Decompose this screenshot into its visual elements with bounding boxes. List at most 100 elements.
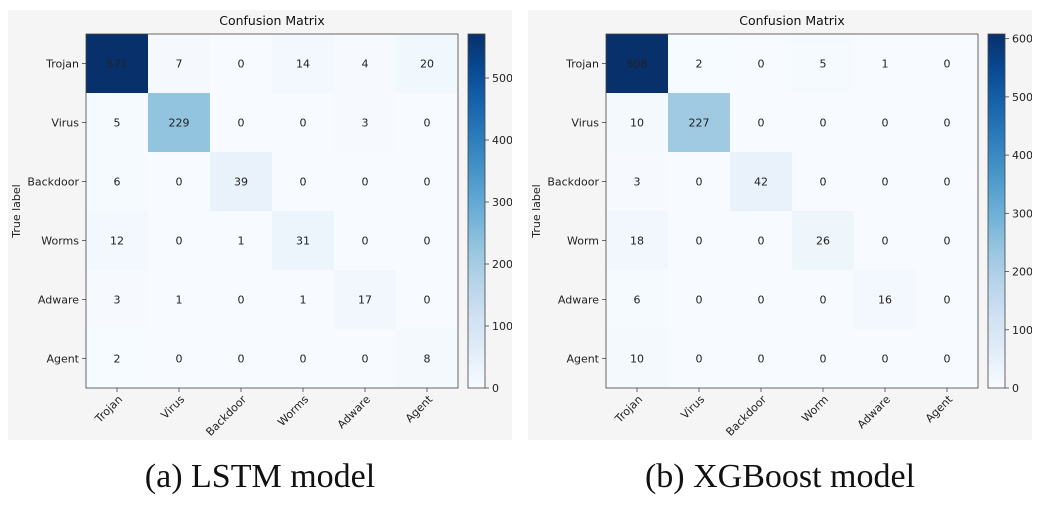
heatmap-cell xyxy=(334,93,397,153)
row-label-trojan: Trojan xyxy=(45,58,79,71)
cell-value-label: 0 xyxy=(944,353,951,366)
heatmap-cell xyxy=(396,93,459,153)
cell-value-label: 0 xyxy=(882,117,889,130)
row-label-backdoor: Backdoor xyxy=(27,176,79,189)
heatmap-cell xyxy=(730,34,793,94)
heatmap-cell xyxy=(210,152,273,212)
row-label-backdoor: Backdoor xyxy=(547,176,599,189)
cell-value-label: 0 xyxy=(300,176,307,189)
cell-value-label: 3 xyxy=(634,176,641,189)
cell-value-label: 4 xyxy=(362,58,369,71)
cell-value-label: 31 xyxy=(296,235,310,248)
cell-value-label: 16 xyxy=(878,294,892,307)
matrix-frame xyxy=(85,33,459,389)
row-label-agent: Agent xyxy=(566,353,599,366)
heatmap-cell xyxy=(606,152,669,212)
colorbar-tick-label: 500 xyxy=(492,72,512,85)
row-label-agent: Agent xyxy=(46,353,79,366)
cell-value-label: 0 xyxy=(882,353,889,366)
y-axis-label: True label xyxy=(10,184,23,238)
heatmap-cell xyxy=(210,211,273,271)
heatmap-cell xyxy=(606,93,669,153)
heatmap-cell xyxy=(792,34,855,94)
heatmap-cell xyxy=(148,270,211,330)
heatmap-cell xyxy=(86,93,149,153)
cell-value-label: 0 xyxy=(758,235,765,248)
lstm-caption: (a) LSTM model xyxy=(144,458,376,495)
chart-title: Confusion Matrix xyxy=(219,13,325,28)
heatmap-cell xyxy=(668,270,731,330)
cell-value-label: 0 xyxy=(300,353,307,366)
cell-value-label: 0 xyxy=(424,117,431,130)
column-label-backdoor: Backdoor xyxy=(723,393,769,439)
heatmap-cell xyxy=(272,270,335,330)
cell-value-label: 2 xyxy=(114,353,121,366)
row-label-worms: Worms xyxy=(41,235,79,248)
heatmap-cell xyxy=(668,34,731,94)
y-axis-label: True label xyxy=(530,184,543,238)
cell-value-label: 8 xyxy=(424,353,431,366)
colorbar-tick-label: 400 xyxy=(1012,149,1032,162)
lstm-confusion-matrix-panel: Confusion Matrix 571 7 0 14 4 20 5 229 0 0 3 0 6 0 39 0 0… xyxy=(8,10,512,440)
cell-value-label: 0 xyxy=(176,176,183,189)
colorbar-tick-label: 200 xyxy=(492,258,512,271)
cell-value-label: 39 xyxy=(234,176,248,189)
colorbar-tick-label: 100 xyxy=(492,320,512,333)
cell-value-label: 0 xyxy=(238,58,245,71)
colorbar xyxy=(987,33,1006,389)
heatmap-cell xyxy=(86,211,149,271)
heatmap-cell xyxy=(272,93,335,153)
cell-value-label: 0 xyxy=(944,294,951,307)
heatmap-cell xyxy=(210,93,273,153)
heatmap-cell xyxy=(792,152,855,212)
cell-value-label: 12 xyxy=(110,235,124,248)
heatmap-cell xyxy=(730,152,793,212)
cell-value-label: 0 xyxy=(944,58,951,71)
heatmap-cell xyxy=(730,211,793,271)
heatmap-cell xyxy=(148,34,211,94)
cell-value-label: 0 xyxy=(238,353,245,366)
colorbar-tick-label: 100 xyxy=(1012,324,1032,337)
cell-value-label: 2 xyxy=(696,58,703,71)
heatmap-cell xyxy=(396,329,459,389)
heatmap-cell xyxy=(916,152,979,212)
cell-value-label: 5 xyxy=(114,117,121,130)
column-label-virus: Virus xyxy=(678,393,707,422)
cell-value-label: 0 xyxy=(696,353,703,366)
heatmap-cell xyxy=(792,211,855,271)
column-label-agent: Agent xyxy=(403,392,436,425)
heatmap-cell xyxy=(854,211,917,271)
cell-value-label: 0 xyxy=(238,294,245,307)
column-label-worm: Worm xyxy=(799,393,831,425)
cell-value-label: 0 xyxy=(758,353,765,366)
column-label-worms: Worms xyxy=(275,393,311,429)
cell-value-label: 0 xyxy=(424,235,431,248)
cell-value-label: 1 xyxy=(300,294,307,307)
heatmap-cell xyxy=(916,211,979,271)
column-label-trojan: Trojan xyxy=(92,393,125,426)
chart-title: Confusion Matrix xyxy=(739,13,845,28)
cell-value-label: 0 xyxy=(820,294,827,307)
heatmap-cell xyxy=(210,34,273,94)
cell-value-label: 0 xyxy=(424,294,431,307)
cell-value-label: 229 xyxy=(169,117,190,130)
heatmap-cell xyxy=(730,329,793,389)
cell-value-label: 0 xyxy=(696,176,703,189)
cell-value-label: 608 xyxy=(627,58,648,71)
column-label-adware: Adware xyxy=(335,393,373,431)
heatmap-cell xyxy=(854,329,917,389)
cell-value-label: 0 xyxy=(944,117,951,130)
cell-value-label: 0 xyxy=(362,235,369,248)
cell-value-label: 3 xyxy=(114,294,121,307)
heatmap-cell xyxy=(606,211,669,271)
cell-value-label: 0 xyxy=(820,117,827,130)
heatmap-cell xyxy=(148,211,211,271)
colorbar-tick-label: 200 xyxy=(1012,266,1032,279)
cell-value-label: 10 xyxy=(630,117,644,130)
heatmap-cell xyxy=(792,329,855,389)
row-label-virus: Virus xyxy=(51,117,79,130)
heatmap-cell xyxy=(86,329,149,389)
heatmap-cell xyxy=(396,34,459,94)
colorbar-tick-label: 300 xyxy=(1012,207,1032,220)
